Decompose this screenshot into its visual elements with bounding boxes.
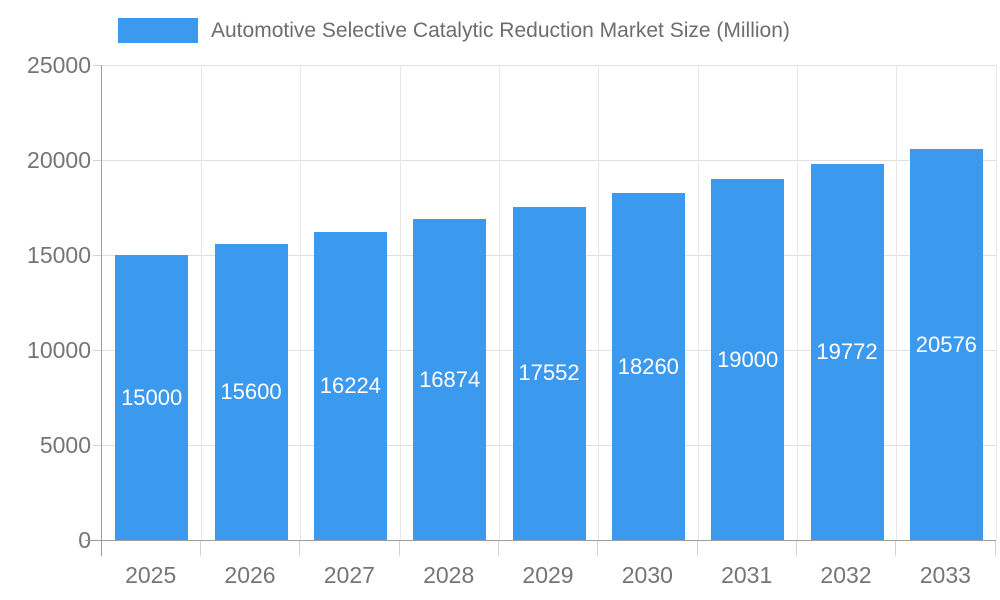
legend-item[interactable]: Automotive Selective Catalytic Reduction… [118,18,790,43]
x-axis-tick-label: 2026 [224,562,276,588]
y-axis-tick-mark [93,160,101,161]
x-axis-tick-label: 2025 [125,562,177,588]
legend-label: Automotive Selective Catalytic Reduction… [211,18,790,42]
bar-2025[interactable] [115,255,189,540]
y-gridline [102,159,996,161]
x-axis-tick-mark [696,541,698,556]
x-gridline [697,65,699,540]
bar-2032[interactable] [810,164,884,540]
x-axis-tick-mark [994,541,996,556]
bar-2028[interactable] [413,219,487,540]
plot-area: 15000 15600 16224 16874 17552 18260 19000 19772… [101,64,997,541]
x-axis-tick-label: 2027 [323,562,375,588]
y-axis-tick-mark [93,445,101,446]
x-gridline [200,65,202,540]
y-axis-tick-label: 5000 [39,432,91,458]
bar-2026[interactable] [214,243,288,540]
y-axis-tick-label: 25000 [27,52,91,78]
y-axis-tick-mark [85,540,101,541]
x-axis-tick-mark [100,541,102,556]
x-gridline [796,65,798,540]
x-axis-tick-label: 2029 [522,562,574,588]
y-axis-tick-mark [93,65,101,66]
bar-2030[interactable] [611,193,685,540]
x-axis-tick-mark [597,541,599,556]
x-axis-tick-mark [398,541,400,556]
x-axis-tick-mark [497,541,499,556]
x-axis-tick-mark [199,541,201,556]
y-axis-tick-label: 10000 [27,337,91,363]
x-axis-tick-mark [895,541,897,556]
bar-2029[interactable] [512,206,586,540]
x-gridline [598,65,600,540]
x-axis-tick-mark [795,541,797,556]
x-axis-tick-mark [299,541,301,556]
x-gridline [498,65,500,540]
x-gridline [300,65,302,540]
bar-2027[interactable] [313,231,387,540]
x-axis-tick-label: 2033 [919,562,971,588]
y-axis-tick-label: 20000 [27,147,91,173]
y-axis-tick-label: 15000 [27,242,91,268]
x-axis-tick-label: 2031 [721,562,773,588]
y-axis-tick-mark [93,255,101,256]
x-axis-tick-label: 2028 [423,562,475,588]
x-gridline [995,65,997,540]
y-axis-tick-mark [93,350,101,351]
y-gridline [102,64,996,66]
bar-2031[interactable] [711,179,785,540]
x-gridline [399,65,401,540]
x-axis-tick-label: 2032 [820,562,872,588]
x-gridline [896,65,898,540]
y-axis-tick-label: 0 [78,527,91,553]
x-axis-tick-label: 2030 [621,562,673,588]
bar-2033[interactable] [909,149,983,540]
legend-swatch[interactable] [118,18,198,43]
